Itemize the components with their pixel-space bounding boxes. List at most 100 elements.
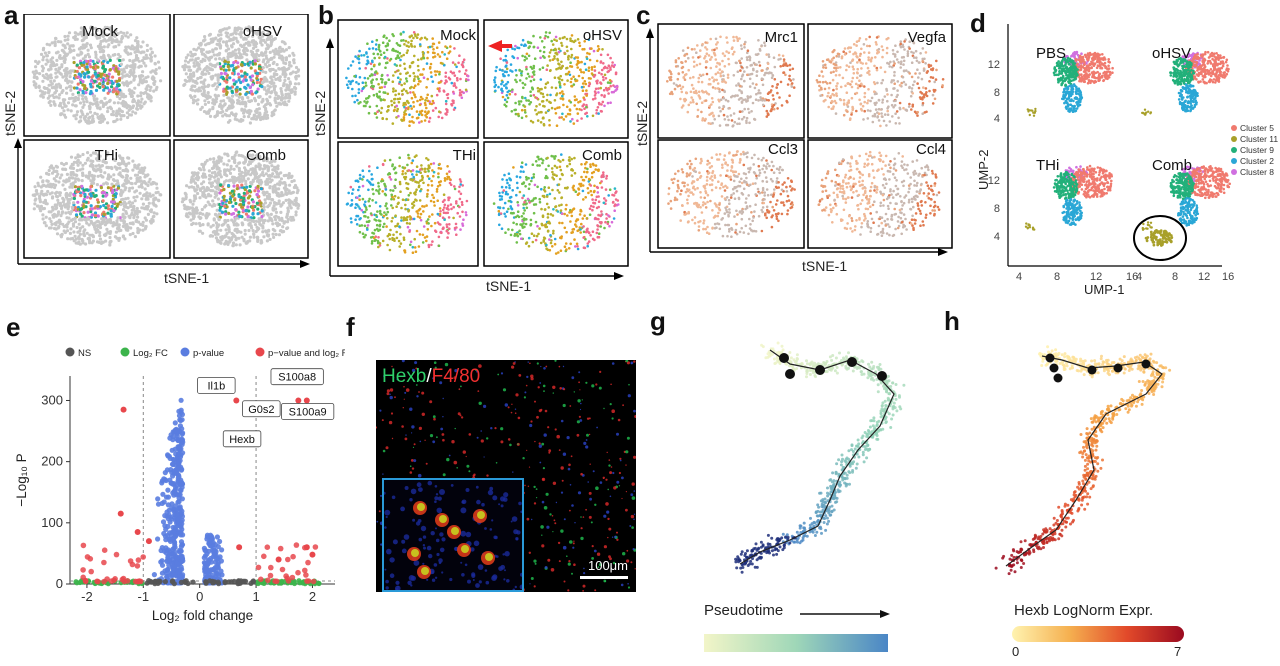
volcano-xlabel: Log₂ fold change [152, 608, 253, 623]
panel-h: Hexb LogNorm Expr. 0 7 [966, 330, 1216, 660]
panel-b-title-0: Mock [440, 27, 476, 44]
d-ytick-1: 8 [994, 87, 1000, 99]
panel-a-ohsv [174, 14, 308, 136]
panel-b-title-2: THi [453, 147, 476, 164]
volcano-ytick-1: 100 [41, 515, 63, 530]
branch-node-2 [815, 365, 825, 375]
hexb-expr-cells [995, 345, 1172, 575]
branch-node-3 [847, 357, 857, 367]
volcano-legend-dot-0 [66, 348, 75, 357]
pseudotime-label: Pseudotime [704, 602, 783, 619]
traj-node-4 [1114, 364, 1123, 373]
volcano-legend-label-2: p-value [193, 348, 224, 359]
pseudotime-trajectory [680, 330, 940, 594]
panel-d-xlabel: UMP-1 [1084, 282, 1124, 297]
volcano-legend-dot-3 [256, 348, 265, 357]
legend-dot-2 [1231, 147, 1237, 153]
hexb-expr-label: Hexb LogNorm Expr. [1014, 602, 1153, 619]
panel-a-title-1: oHSV [243, 23, 282, 40]
branch-node-1 [785, 369, 795, 379]
volcano-point-0 [121, 407, 127, 413]
volcano-ylabel: −Log₁₀ P [14, 453, 29, 506]
traj-node-0 [1046, 354, 1055, 363]
volcano-ytick-3: 300 [41, 392, 63, 407]
volcano-point-10 [276, 557, 282, 563]
gene-label-4: S100a9 [289, 406, 327, 418]
panel-label-h: h [944, 306, 960, 337]
panel-b-title-1: oHSV [583, 27, 622, 44]
d-ytick-0b: 4 [994, 231, 1000, 243]
panel-g: Pseudotime [680, 330, 940, 660]
volcano-legend-dot-2 [181, 348, 190, 357]
branch-node-0 [779, 353, 789, 363]
traj-node-1 [1050, 364, 1059, 373]
micro-inset-svg [384, 480, 522, 590]
expr-cmax: 7 [1174, 644, 1181, 659]
panel-f-micrograph: Hexb/F4/80 100μm [376, 360, 636, 592]
legend-label-4: Cluster 8 [1240, 167, 1274, 177]
panel-d-title-0: PBS [1036, 45, 1066, 62]
panel-c-title-3: Ccl4 [916, 141, 946, 158]
volcano-ytick-0: 0 [56, 576, 63, 591]
panel-d-title-1: oHSV [1152, 45, 1191, 62]
panel-label-f: f [346, 312, 355, 343]
legend-label-2: Cluster 9 [1240, 145, 1274, 155]
micro-legend: Hexb/F4/80 [382, 366, 480, 388]
legend-dot-4 [1231, 169, 1237, 175]
panel-c-title-0: Mrc1 [765, 29, 798, 46]
panel-d-title-3: Comb [1152, 157, 1192, 174]
panel-a-xlabel: tSNE-1 [164, 270, 209, 286]
d-xtick-2b: 12 [1198, 271, 1210, 283]
panel-a-title-3: Comb [246, 147, 286, 164]
gene-label-1: G0s2 [248, 404, 274, 416]
panel-a-title-2: THi [95, 147, 118, 164]
scalebar [580, 576, 628, 579]
panel-d-title-2: THi [1036, 157, 1059, 174]
d-ytick-1b: 8 [994, 203, 1000, 215]
volcano-point-6 [135, 529, 141, 535]
volcano-ytick-2: 200 [41, 454, 63, 469]
volcano-xtick-2: 0 [196, 589, 203, 604]
volcano-legend-dot-1 [121, 348, 130, 357]
pseudotime-colorbar [704, 634, 888, 652]
volcano-legend-label-1: Log₂ FC [133, 348, 168, 359]
volcano-legend-label-3: p−value and log₂ FC [268, 348, 345, 359]
volcano-point-4 [304, 397, 310, 403]
panel-c-title-1: Vegfa [908, 29, 947, 46]
scalebar-label: 100μm [588, 558, 628, 573]
umap-thi [1025, 165, 1113, 231]
f480-label: F4/80 [432, 366, 481, 387]
gene-label-2: Hexb [229, 434, 255, 446]
volcano-point-9 [146, 538, 152, 544]
micro-inset [382, 478, 524, 592]
expr-colorbar [1012, 626, 1184, 642]
umap-comb [1142, 165, 1231, 231]
volcano-point-7 [304, 544, 310, 550]
hexb-trajectory [966, 330, 1216, 594]
gene-label-0: Il1b [207, 380, 225, 392]
volcano-point-1 [233, 397, 239, 403]
traj-node-2 [1054, 374, 1063, 383]
panel-c-xlabel: tSNE-1 [802, 258, 847, 274]
panel-label-g: g [650, 306, 666, 337]
legend-dot-1 [1231, 136, 1237, 142]
volcano-point-5 [118, 511, 124, 517]
d-xtick-1b: 8 [1172, 271, 1178, 283]
branch-node-4 [877, 371, 887, 381]
legend-dot-0 [1231, 125, 1237, 131]
panel-a-comb [174, 140, 308, 258]
d-ytick-0: 4 [994, 113, 1000, 125]
highlight-circle [1134, 216, 1186, 260]
volcano-xtick-3: 1 [252, 589, 259, 604]
legend-label-1: Cluster 11 [1240, 134, 1278, 144]
legend-label-0: Cluster 5 [1240, 123, 1274, 133]
legend-dot-3 [1231, 158, 1237, 164]
